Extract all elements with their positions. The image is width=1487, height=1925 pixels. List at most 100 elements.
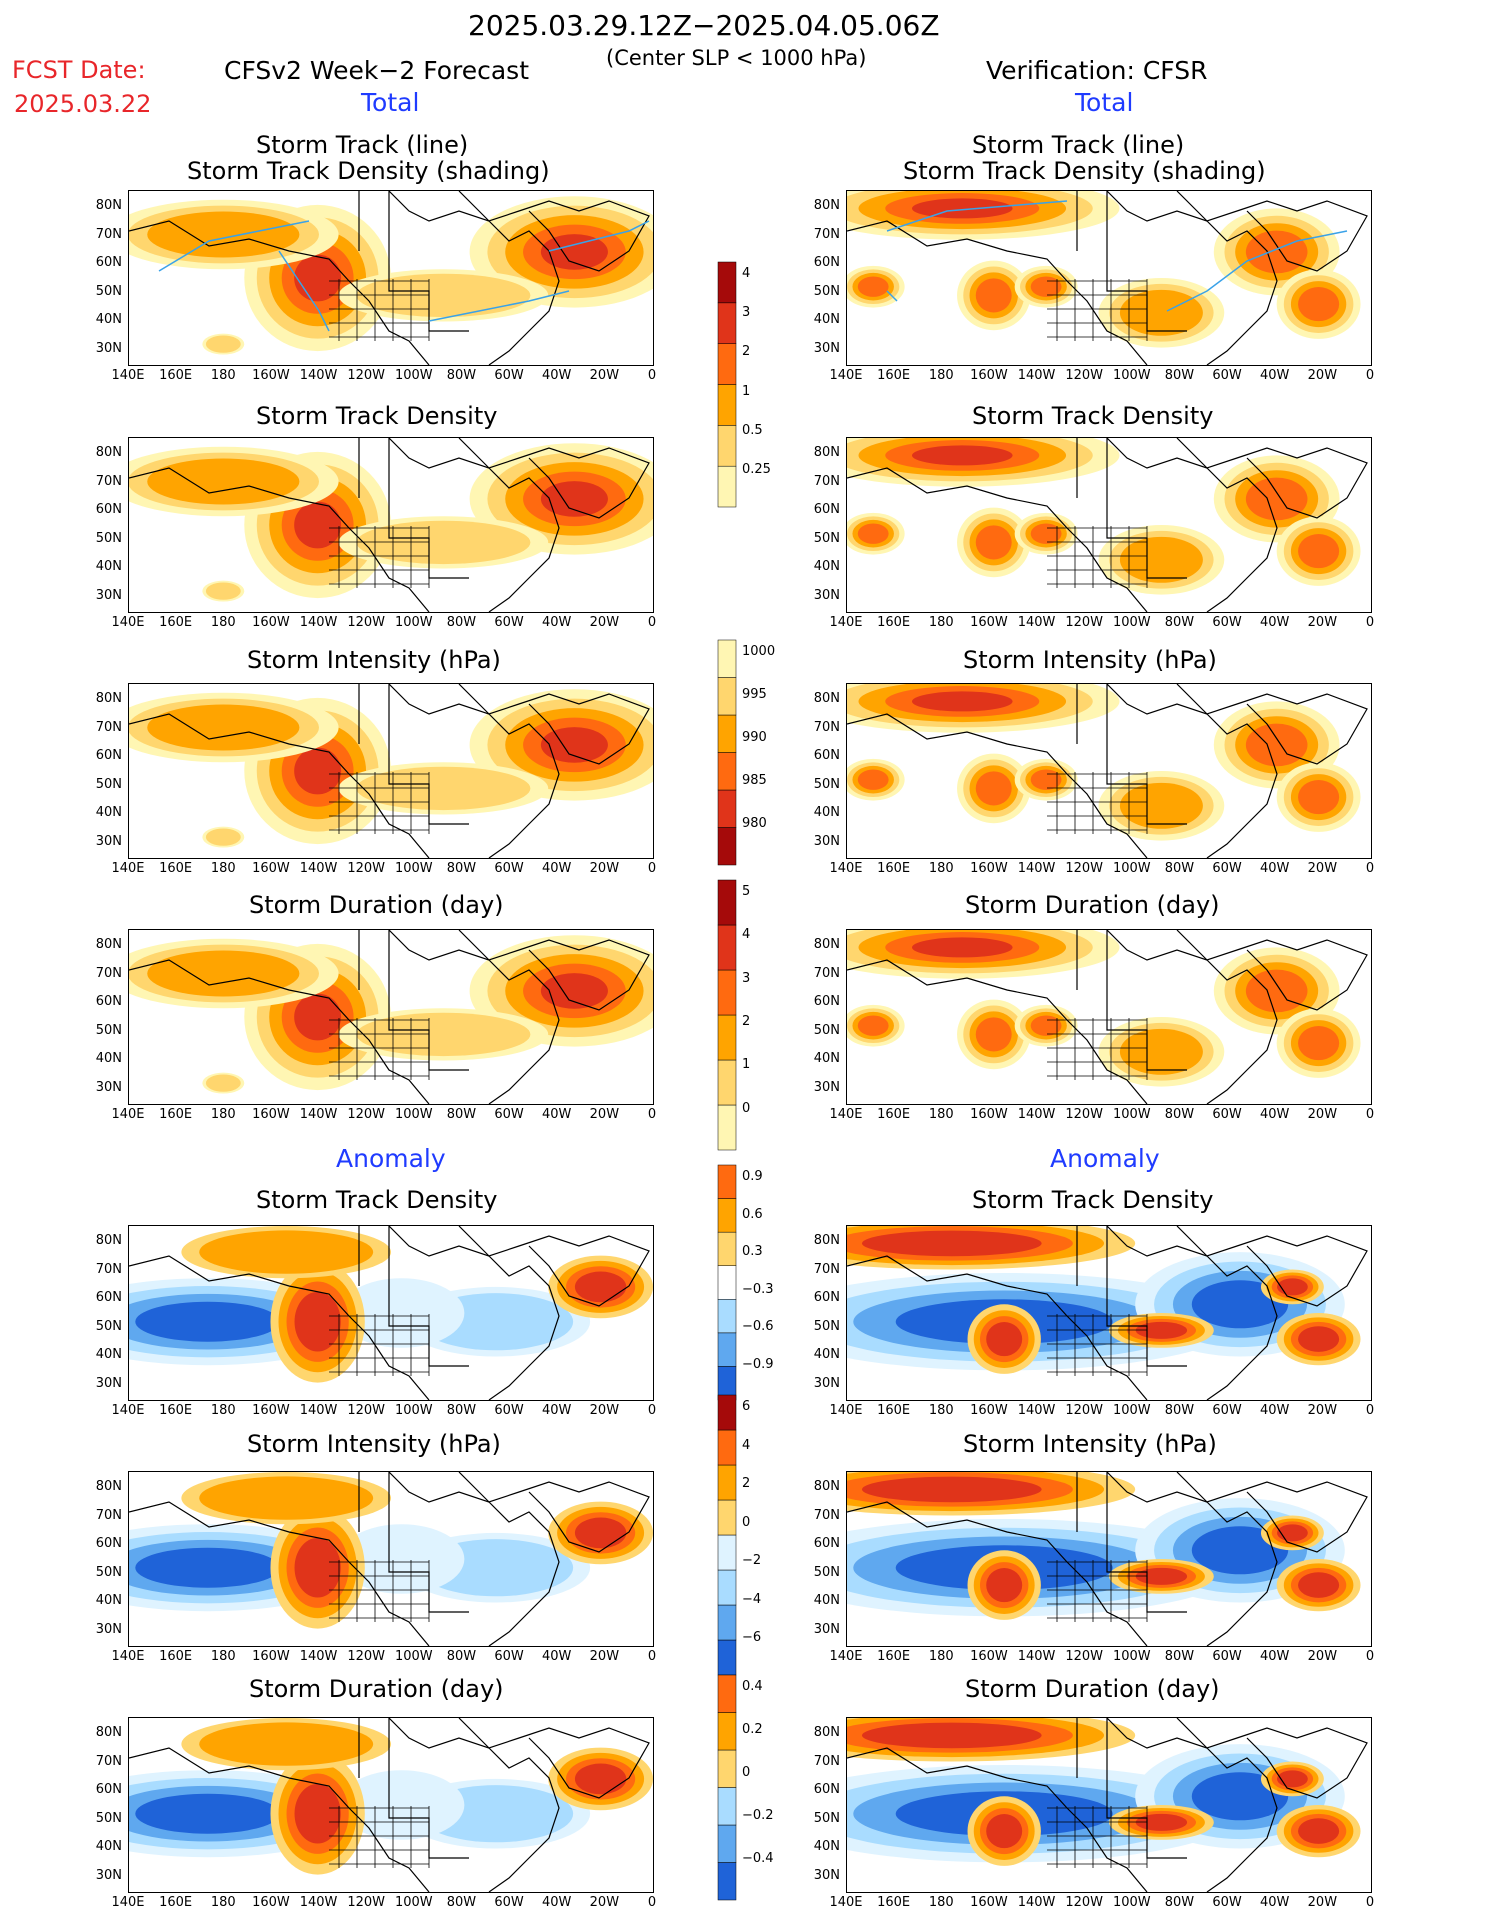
colorbar-segment bbox=[717, 1604, 737, 1641]
colorbar-label: 5 bbox=[742, 884, 751, 899]
lat-tick-label: 60N bbox=[813, 1782, 840, 1797]
coastline bbox=[388, 1226, 560, 1400]
state-borders bbox=[329, 772, 430, 834]
lon-tick-label: 100W bbox=[1112, 861, 1151, 876]
colorbar-label: −6 bbox=[742, 1630, 762, 1646]
colorbar-segment bbox=[717, 714, 737, 753]
lon-tick-label: 80W bbox=[1164, 861, 1195, 876]
lon-tick-label: 120W bbox=[347, 861, 385, 876]
lon-tick-label: 80W bbox=[446, 1895, 477, 1910]
density-area bbox=[861, 1722, 1042, 1749]
lon-tick-label: 40W bbox=[542, 368, 572, 383]
map-panel bbox=[846, 1225, 1372, 1401]
colorbar-label: 1 bbox=[742, 383, 751, 399]
coastline bbox=[1176, 1472, 1368, 1553]
density-area bbox=[986, 1814, 1023, 1849]
colorbar-label: 0.3 bbox=[742, 1244, 763, 1259]
fcst-date-label: FCST Date: bbox=[12, 56, 146, 84]
lon-tick-label: 160W bbox=[970, 1107, 1008, 1122]
density-area bbox=[861, 1476, 1042, 1503]
lat-tick-label: 40N bbox=[813, 312, 840, 327]
storm-track bbox=[548, 220, 650, 252]
map-panel bbox=[846, 437, 1372, 613]
density-area bbox=[1245, 969, 1308, 1013]
lat-tick-label: 30N bbox=[813, 587, 840, 603]
lon-tick-label: 40W bbox=[1260, 1107, 1290, 1122]
lon-tick-label: 120W bbox=[347, 1403, 385, 1418]
lat-tick-label: 70N bbox=[95, 473, 122, 489]
lon-tick-label: 160W bbox=[252, 1403, 290, 1418]
state-borders bbox=[329, 1806, 430, 1868]
colorbar-label: 4 bbox=[742, 1437, 751, 1453]
lon-tick-label: 20W bbox=[1307, 1649, 1338, 1664]
lon-tick-label: 60W bbox=[1212, 1107, 1242, 1122]
density-area bbox=[911, 198, 1013, 219]
coastline bbox=[847, 467, 1148, 612]
lat-tick-label: 70N bbox=[813, 1261, 840, 1277]
anomaly-negative-area bbox=[338, 1770, 465, 1840]
lon-tick-label: 140W bbox=[1017, 861, 1056, 876]
colorbar-segment bbox=[717, 1059, 737, 1106]
density-area bbox=[540, 481, 608, 517]
map-svg bbox=[847, 1472, 1368, 1646]
lat-tick-label: 30N bbox=[813, 833, 840, 849]
lon-tick-label: 160W bbox=[970, 1895, 1008, 1910]
density-area bbox=[861, 1230, 1042, 1257]
lon-tick-label: 140E bbox=[829, 1403, 863, 1418]
lon-tick-label: 160E bbox=[159, 1107, 193, 1122]
density-area bbox=[857, 769, 889, 790]
density-area bbox=[1298, 287, 1340, 322]
coastline-layer bbox=[129, 1226, 650, 1400]
lon-tick-label: 160E bbox=[877, 1403, 911, 1418]
lon-tick-label: 80W bbox=[1164, 1649, 1195, 1664]
lat-tick-label: 40N bbox=[95, 1051, 122, 1066]
density-area bbox=[857, 276, 889, 297]
lon-tick-label: 160W bbox=[252, 368, 290, 383]
coastline bbox=[1176, 438, 1368, 519]
lon-tick-label: 60W bbox=[1212, 1403, 1242, 1418]
density-area bbox=[356, 520, 531, 565]
lon-tick-label: 100W bbox=[394, 615, 433, 630]
anomaly-negative-area bbox=[135, 1301, 280, 1342]
lon-tick-label: 60W bbox=[1212, 861, 1242, 876]
colorbar-segment bbox=[717, 827, 737, 866]
density-area bbox=[574, 1271, 627, 1303]
lon-tick-label: 60W bbox=[494, 368, 524, 383]
lon-tick-label: 100W bbox=[1112, 1895, 1151, 1910]
density-area bbox=[911, 445, 1013, 466]
colorbar-segment bbox=[717, 639, 737, 678]
density-area bbox=[1298, 1572, 1340, 1598]
map-panel bbox=[128, 190, 654, 366]
fcst-date-value: 2025.03.22 bbox=[14, 90, 152, 118]
lat-tick-label: 80N bbox=[813, 1725, 840, 1740]
lat-tick-label: 80N bbox=[95, 1233, 122, 1248]
lon-tick-label: 140E bbox=[111, 1403, 145, 1418]
coastline bbox=[129, 1255, 430, 1400]
lat-tick-label: 60N bbox=[95, 502, 122, 517]
colorbar-label: 0.9 bbox=[742, 1169, 763, 1184]
lon-tick-label: 140W bbox=[1017, 368, 1056, 383]
map-svg bbox=[847, 191, 1368, 365]
lon-tick-label: 140E bbox=[111, 861, 145, 876]
lon-tick-label: 40W bbox=[542, 1403, 572, 1418]
lat-tick-label: 70N bbox=[813, 965, 840, 981]
coastline bbox=[847, 1747, 1148, 1892]
density-area bbox=[147, 458, 300, 505]
colorbar-label: 3 bbox=[742, 305, 751, 321]
state-borders bbox=[1047, 1806, 1148, 1868]
lat-tick-label: 30N bbox=[813, 1621, 840, 1637]
lon-tick-label: 140W bbox=[299, 1895, 338, 1910]
lon-tick-label: 160W bbox=[252, 1107, 290, 1122]
map-svg bbox=[847, 438, 1368, 612]
density-area bbox=[1298, 1326, 1340, 1352]
lon-tick-label: 140E bbox=[829, 368, 863, 383]
lon-tick-label: 140W bbox=[1017, 615, 1056, 630]
density-area bbox=[1119, 536, 1203, 583]
colorbar-label: −0.4 bbox=[742, 1851, 774, 1866]
lon-tick-label: 40W bbox=[542, 615, 572, 630]
title-l4: Storm Duration (day) bbox=[249, 891, 504, 919]
lat-tick-label: 70N bbox=[813, 1753, 840, 1769]
colorbar bbox=[717, 1164, 737, 1401]
lon-tick-label: 180 bbox=[928, 1649, 954, 1664]
density-area bbox=[356, 1012, 531, 1057]
